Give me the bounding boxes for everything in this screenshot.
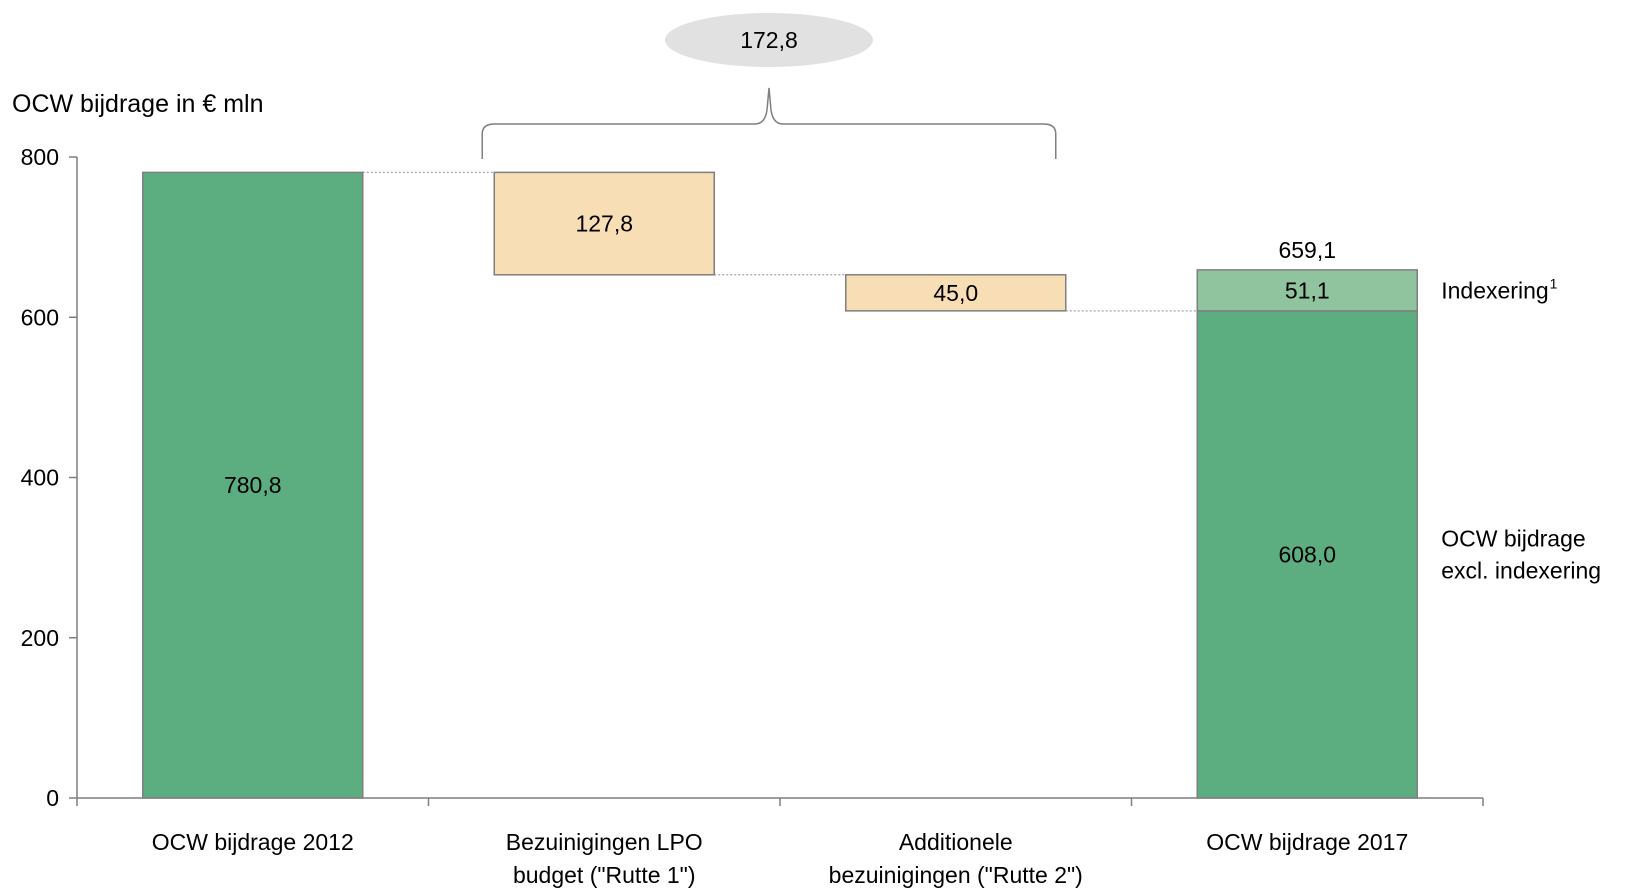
bar-segment-label: 51,1	[1285, 277, 1330, 303]
y-tick-label: 200	[21, 625, 59, 651]
total-cut-bubble	[665, 13, 873, 67]
category-label: budget ("Rutte 1")	[513, 862, 696, 888]
curly-bracket	[481, 87, 1057, 159]
total-cut-label: 172,8	[740, 27, 798, 53]
y-axis-title: OCW bijdrage in € mln	[12, 90, 263, 118]
decrease-bar-label: 127,8	[575, 211, 633, 237]
category-label: Additionele	[899, 829, 1013, 855]
bar-segment	[1196, 310, 1418, 799]
series-label: excl. indexering	[1441, 557, 1601, 583]
y-tick-label: 0	[46, 785, 59, 811]
category-label: Bezuinigingen LPO	[506, 829, 703, 855]
category-label: bezuinigingen ("Rutte 2")	[829, 862, 1083, 888]
total-label: 659,1	[1278, 237, 1336, 263]
bar-segment-label: 608,0	[1278, 541, 1336, 567]
y-tick-label: 400	[21, 465, 59, 491]
y-tick-label: 800	[21, 144, 59, 170]
category-label: OCW bijdrage 2012	[152, 829, 354, 855]
footnote-sup: 1	[1550, 275, 1558, 291]
decrease-bar	[845, 274, 1067, 312]
series-label: Indexering	[1441, 277, 1548, 303]
total-bar	[142, 171, 364, 799]
bar-segment	[1196, 269, 1418, 312]
series-label: OCW bijdrage	[1441, 525, 1585, 551]
total-bar-label: 780,8	[224, 472, 282, 498]
category-label: OCW bijdrage 2017	[1206, 829, 1408, 855]
decrease-bar-label: 45,0	[933, 280, 978, 306]
decrease-bar	[493, 171, 715, 276]
y-tick-label: 600	[21, 304, 59, 330]
